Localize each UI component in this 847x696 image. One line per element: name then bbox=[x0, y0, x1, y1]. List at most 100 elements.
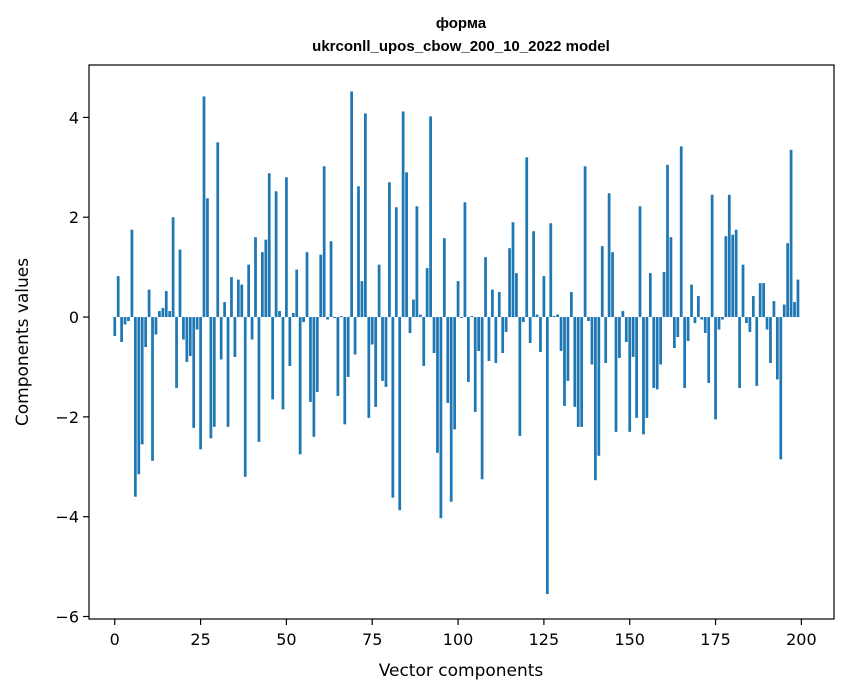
bar bbox=[250, 317, 254, 340]
bar bbox=[422, 317, 426, 366]
bar bbox=[192, 317, 196, 428]
bar bbox=[686, 317, 690, 342]
x-tick-label: 100 bbox=[443, 630, 474, 649]
x-tick-label: 175 bbox=[700, 630, 731, 649]
bar bbox=[789, 149, 793, 318]
bar bbox=[714, 317, 717, 420]
bar bbox=[116, 276, 120, 318]
bar bbox=[257, 317, 261, 442]
bar bbox=[336, 317, 340, 396]
bar bbox=[583, 166, 587, 318]
x-axis-label: Vector components bbox=[379, 661, 544, 681]
bar bbox=[566, 317, 570, 381]
bar bbox=[587, 317, 590, 322]
bar bbox=[765, 317, 769, 330]
bar bbox=[175, 317, 178, 388]
bar bbox=[652, 317, 656, 388]
bar bbox=[432, 317, 436, 353]
bar bbox=[151, 317, 154, 461]
bar bbox=[569, 292, 573, 318]
bar bbox=[137, 317, 141, 475]
bar bbox=[158, 311, 161, 318]
bar bbox=[580, 317, 584, 427]
bar bbox=[288, 317, 292, 366]
bar bbox=[473, 317, 477, 412]
bar bbox=[295, 269, 299, 318]
bar bbox=[408, 317, 412, 334]
bar bbox=[182, 317, 185, 340]
bar bbox=[161, 308, 165, 318]
bar bbox=[741, 264, 745, 318]
bar bbox=[261, 252, 264, 318]
bar bbox=[607, 193, 611, 318]
bar bbox=[648, 273, 652, 318]
x-tick-label: 75 bbox=[362, 630, 382, 649]
bar bbox=[738, 317, 741, 388]
bar bbox=[693, 317, 697, 324]
bar bbox=[624, 317, 628, 342]
bar bbox=[604, 317, 608, 363]
bar bbox=[734, 229, 738, 318]
bar bbox=[326, 317, 329, 320]
bar bbox=[484, 257, 487, 318]
bar bbox=[745, 317, 748, 324]
bar bbox=[188, 317, 192, 356]
y-tick-label: −2 bbox=[55, 408, 79, 427]
y-axis-label: Components values bbox=[13, 258, 33, 426]
bar bbox=[532, 231, 535, 318]
bar bbox=[264, 239, 268, 318]
bar bbox=[772, 301, 776, 318]
bar bbox=[662, 272, 666, 318]
y-tick-label: 0 bbox=[69, 308, 79, 327]
bar bbox=[329, 241, 333, 318]
bar bbox=[542, 276, 546, 318]
bar bbox=[710, 194, 714, 318]
bar bbox=[621, 311, 625, 318]
bar bbox=[140, 317, 144, 445]
bar bbox=[274, 191, 278, 318]
chart-title: форма bbox=[436, 15, 487, 32]
bar bbox=[786, 243, 790, 318]
bar bbox=[456, 281, 460, 318]
bar bbox=[518, 317, 522, 436]
bar bbox=[466, 317, 470, 382]
bar bbox=[185, 317, 189, 362]
bar bbox=[563, 317, 566, 406]
plot-frame bbox=[88, 64, 835, 620]
bar bbox=[501, 317, 505, 353]
bar bbox=[120, 317, 123, 342]
bar bbox=[494, 317, 498, 363]
bar bbox=[666, 164, 669, 318]
x-tick-label: 50 bbox=[276, 630, 296, 649]
bar bbox=[219, 317, 223, 360]
bar bbox=[360, 281, 364, 318]
bar bbox=[206, 198, 209, 318]
bar bbox=[442, 238, 446, 318]
bar bbox=[556, 314, 560, 318]
bar bbox=[209, 317, 213, 439]
bar bbox=[339, 316, 343, 318]
bar bbox=[436, 317, 439, 453]
bar bbox=[309, 317, 312, 402]
bar bbox=[243, 317, 247, 477]
bar bbox=[154, 317, 158, 335]
bar bbox=[418, 314, 422, 318]
bar bbox=[291, 313, 295, 318]
bar bbox=[775, 317, 779, 380]
bar bbox=[223, 302, 226, 318]
bar bbox=[528, 317, 532, 343]
x-tick-label: 25 bbox=[190, 630, 210, 649]
bars-group bbox=[113, 91, 800, 595]
bar bbox=[384, 317, 388, 387]
bar bbox=[267, 173, 271, 318]
bar bbox=[635, 317, 638, 418]
bar bbox=[401, 111, 405, 318]
bar bbox=[346, 317, 350, 377]
bar bbox=[130, 229, 134, 318]
bar bbox=[302, 317, 305, 323]
bar bbox=[164, 291, 168, 318]
bar bbox=[178, 249, 182, 318]
x-tick-label: 125 bbox=[529, 630, 560, 649]
bar bbox=[364, 113, 367, 318]
bar bbox=[659, 317, 662, 365]
